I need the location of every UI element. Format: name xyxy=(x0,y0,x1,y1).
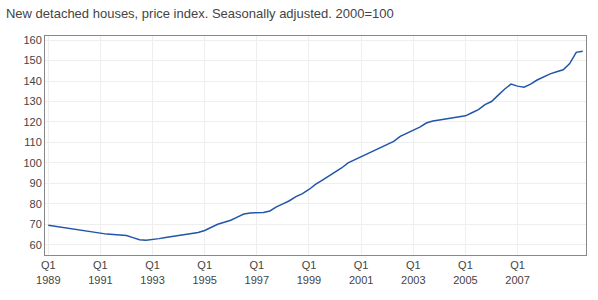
svg-text:120: 120 xyxy=(23,116,41,128)
svg-text:150: 150 xyxy=(23,54,41,66)
svg-text:Q11989: Q11989 xyxy=(36,259,60,285)
svg-text:70: 70 xyxy=(30,218,42,230)
svg-text:Q12007: Q12007 xyxy=(505,259,529,285)
svg-text:140: 140 xyxy=(23,75,41,87)
svg-text:Q11997: Q11997 xyxy=(245,259,269,285)
svg-text:New detached houses, price ind: New detached houses, price index. Season… xyxy=(6,6,394,21)
svg-text:130: 130 xyxy=(23,95,41,107)
svg-text:90: 90 xyxy=(30,177,42,189)
svg-text:110: 110 xyxy=(24,136,42,148)
svg-text:Q12003: Q12003 xyxy=(401,259,425,285)
svg-text:Q12001: Q12001 xyxy=(349,259,373,285)
svg-text:Q11993: Q11993 xyxy=(140,259,164,285)
svg-text:160: 160 xyxy=(23,34,41,46)
svg-text:80: 80 xyxy=(30,198,42,210)
svg-text:Q11999: Q11999 xyxy=(297,259,321,285)
svg-text:Q11995: Q11995 xyxy=(192,259,216,285)
svg-text:60: 60 xyxy=(30,239,42,251)
svg-text:100: 100 xyxy=(23,157,41,169)
svg-text:Q11991: Q11991 xyxy=(88,259,112,285)
svg-text:Q12005: Q12005 xyxy=(453,259,477,285)
